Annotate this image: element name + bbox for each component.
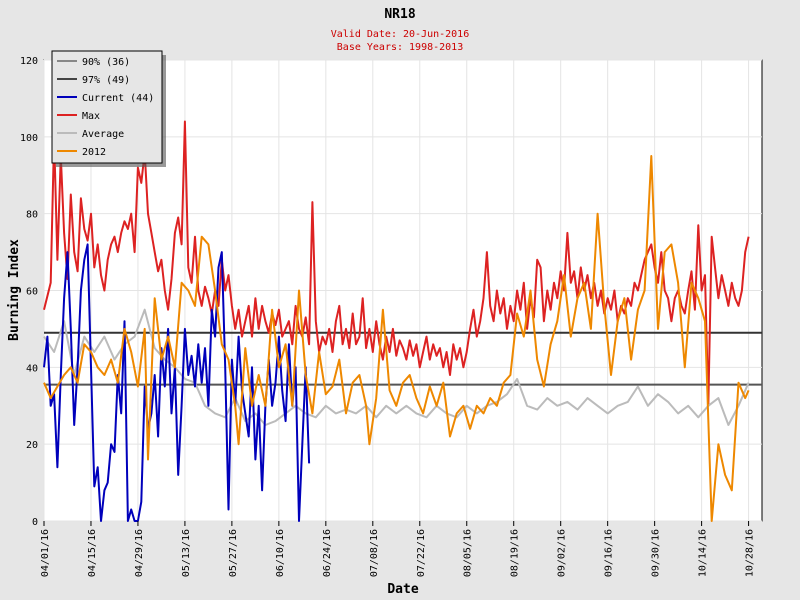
x-tick-label: 05/13/16 <box>181 529 192 577</box>
y-tick-label: 20 <box>26 440 38 451</box>
x-tick-label: 07/22/16 <box>416 529 427 577</box>
x-tick-label: 04/15/16 <box>87 529 98 577</box>
chart-title: NR18 <box>384 7 415 22</box>
x-tick-label: 08/05/16 <box>463 529 474 577</box>
x-tick-label: 05/27/16 <box>228 529 239 577</box>
y-tick-label: 60 <box>26 287 38 298</box>
x-tick-label: 04/29/16 <box>134 529 145 577</box>
series-line <box>43 120 750 407</box>
x-tick-label: 07/08/16 <box>369 529 380 577</box>
y-tick-label: 100 <box>20 133 38 144</box>
legend-label: Average <box>82 129 124 140</box>
chart-subtitle-valid-date: Valid Date: 20-Jun-2016 <box>331 29 469 40</box>
x-tick-label: 09/16/16 <box>604 529 615 577</box>
x-tick-label: 10/28/16 <box>745 529 756 577</box>
y-tick-label: 80 <box>26 210 38 221</box>
x-tick-label: 04/01/16 <box>40 529 51 577</box>
series-line <box>43 243 311 522</box>
y-ticks: 0 20 40 60 80 100 120 <box>20 56 38 528</box>
y-tick-label: 120 <box>20 56 38 67</box>
y-axis-label: Burning Index <box>7 239 22 341</box>
chart-subtitle-base-years: Base Years: 1998-2013 <box>337 42 463 53</box>
x-tick-label: 08/19/16 <box>510 529 521 577</box>
x-tick-label: 10/14/16 <box>698 529 709 577</box>
legend-label: Max <box>82 111 100 122</box>
y-tick-label: 40 <box>26 363 38 374</box>
legend-box <box>51 50 163 164</box>
legend: 90% (36) 97% (49) Current (44) Max Average 20… <box>51 50 166 167</box>
series-line <box>43 155 750 522</box>
x-ticks: 04/01/16 04/15/16 04/29/16 05/13/16 05/27/16… <box>40 521 756 577</box>
legend-label: 90% (36) <box>82 57 130 68</box>
x-axis-label: Date <box>387 582 418 597</box>
series-group <box>43 120 750 522</box>
x-tick-label: 09/30/16 <box>651 529 662 577</box>
x-tick-label: 06/10/16 <box>275 529 286 577</box>
x-tick-label: 06/24/16 <box>322 529 333 577</box>
legend-label: Current (44) <box>82 93 154 104</box>
x-tick-label: 09/02/16 <box>557 529 568 577</box>
y-tick-label: 0 <box>32 517 38 528</box>
legend-label: 2012 <box>82 147 106 158</box>
legend-label: 97% (49) <box>82 75 130 86</box>
